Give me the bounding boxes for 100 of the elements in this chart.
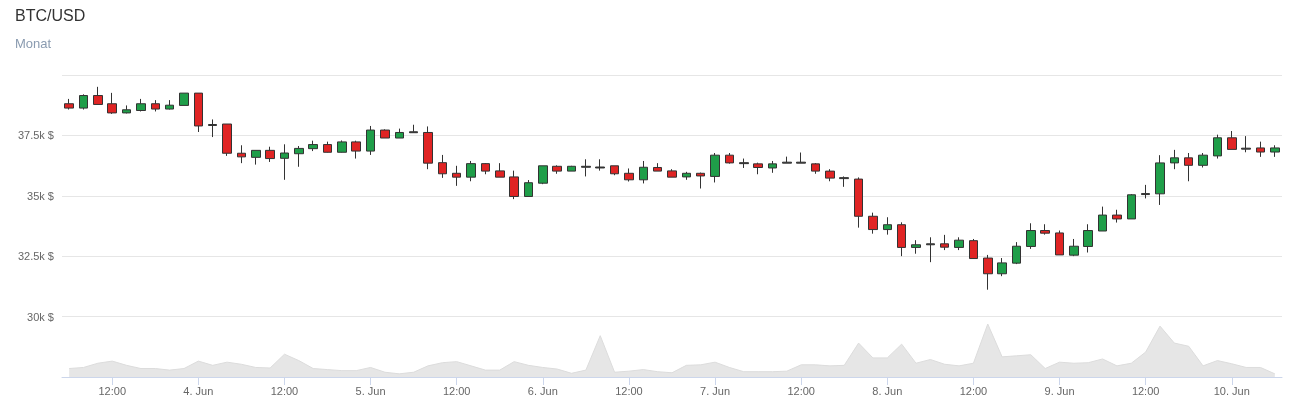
candlestick xyxy=(868,212,878,235)
y-tick-label: 32.5k $ xyxy=(17,250,54,263)
y-tick-label: 30k $ xyxy=(27,310,54,323)
candlestick xyxy=(136,98,146,112)
candlestick xyxy=(237,144,246,164)
candlestick xyxy=(610,165,619,176)
candlestick xyxy=(409,124,418,134)
candlestick xyxy=(222,123,232,157)
x-tick-label: 8. Jun xyxy=(872,384,903,397)
x-tick-label: 10. Jun xyxy=(1213,384,1250,397)
candlestick xyxy=(682,171,691,181)
candlestick xyxy=(997,257,1007,277)
candlestick xyxy=(395,128,404,139)
candlestick xyxy=(323,141,332,154)
candlestick xyxy=(825,168,835,182)
candlestick xyxy=(64,98,74,111)
x-tick-label: 12:00 xyxy=(442,384,471,397)
candlestick xyxy=(1040,223,1050,236)
candlestick xyxy=(452,165,461,187)
candlestick xyxy=(954,236,964,251)
candlestick xyxy=(1098,206,1107,232)
candlestick xyxy=(251,149,261,166)
candlestick xyxy=(509,170,519,200)
candlestick xyxy=(1241,135,1251,153)
candlestick xyxy=(351,140,361,160)
candlestick xyxy=(179,92,189,106)
candlestick xyxy=(753,162,763,175)
candlestick xyxy=(854,176,863,229)
candlestick xyxy=(79,93,88,111)
x-tick-label: 12:00 xyxy=(959,384,988,397)
candlestick xyxy=(983,254,993,291)
y-tick-label: 35k $ xyxy=(27,189,54,202)
candlestick xyxy=(725,152,734,165)
candlestick xyxy=(466,160,476,182)
candlestick xyxy=(796,152,806,164)
candlestick xyxy=(151,99,160,112)
candlestick xyxy=(1112,209,1122,224)
candlestick xyxy=(1270,144,1280,158)
x-tick-label: 12:00 xyxy=(787,384,815,397)
candlestick xyxy=(1055,230,1064,256)
candlestick xyxy=(567,165,576,172)
candlestick xyxy=(1227,130,1237,150)
candlestick xyxy=(969,238,978,260)
candlestick xyxy=(93,86,103,105)
candlestick xyxy=(538,165,548,185)
candlestick xyxy=(624,167,634,182)
x-tick-label: 9. Jun xyxy=(1044,384,1075,397)
candlestick xyxy=(1069,238,1079,257)
candlestick xyxy=(208,118,217,138)
candlestick xyxy=(581,158,591,177)
candlestick xyxy=(1198,152,1208,168)
candlestick xyxy=(811,162,820,175)
candlestick xyxy=(552,164,562,175)
candlestick xyxy=(495,162,505,178)
candlestick xyxy=(653,162,662,172)
x-tick-label: 6. Jun xyxy=(527,384,558,397)
candlestick xyxy=(308,140,318,152)
x-tick-label: 7. Jun xyxy=(700,384,731,397)
x-tick-label: 5. Jun xyxy=(355,384,386,397)
y-tick-label: 37.5k $ xyxy=(17,129,54,142)
candlestick xyxy=(926,236,935,263)
candlestick xyxy=(165,99,174,111)
candlestick xyxy=(1127,193,1136,220)
x-tick-label: 12:00 xyxy=(270,384,299,397)
candlestick xyxy=(423,125,433,170)
candlestick xyxy=(366,125,375,156)
candlestick xyxy=(1083,223,1093,253)
candlestick xyxy=(438,154,447,179)
candlestick xyxy=(839,175,849,188)
candlestick xyxy=(337,139,347,154)
candlestick xyxy=(481,162,490,175)
candlestick xyxy=(280,143,289,181)
candlestick xyxy=(782,156,792,164)
candlestick xyxy=(883,216,892,236)
candlestick xyxy=(122,104,131,114)
chart-subtitle: Monat xyxy=(15,36,52,51)
candlestick xyxy=(768,160,777,174)
candlestick xyxy=(1170,149,1179,170)
x-tick-label: 12:00 xyxy=(615,384,643,397)
candlestick xyxy=(1213,134,1222,160)
candlestick xyxy=(194,92,203,133)
x-tick-label: 12:00 xyxy=(1131,384,1160,397)
candlestick xyxy=(1141,184,1150,199)
candlestick xyxy=(524,179,533,197)
candlestick xyxy=(1026,222,1036,250)
candlestick xyxy=(1184,152,1193,182)
candlestick xyxy=(667,168,677,178)
x-tick-label: 4. Jun xyxy=(183,384,214,397)
candlestick xyxy=(1155,154,1165,206)
candlestick xyxy=(595,158,605,172)
candlestick xyxy=(696,172,705,190)
candlestick xyxy=(107,92,117,115)
chart-title: BTC/USD xyxy=(15,6,86,24)
candlestick xyxy=(639,160,648,184)
x-tick-label: 12:00 xyxy=(98,384,126,397)
candlestick xyxy=(265,146,275,163)
candlestick xyxy=(1256,141,1265,158)
candlestick xyxy=(710,152,720,183)
candlestick xyxy=(897,221,906,257)
candlestick xyxy=(1012,241,1021,265)
